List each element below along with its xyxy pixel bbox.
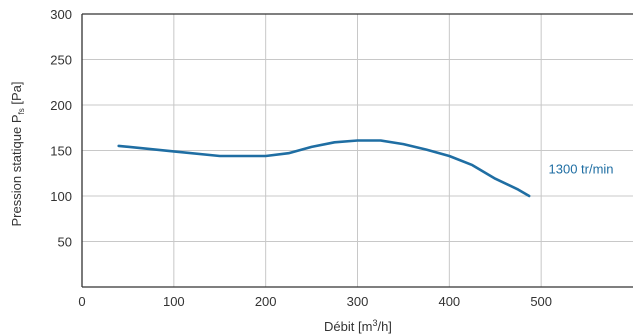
- axes: [81, 13, 633, 288]
- grid: [82, 14, 633, 287]
- x-tick-label-400: 400: [438, 294, 460, 309]
- y-tick-labels: 50 100 150 200 250 300: [50, 7, 72, 250]
- y-axis-label: Pression statique Pfs [Pa]: [9, 82, 26, 227]
- x-tick-label-200: 200: [255, 294, 277, 309]
- x-axis-label-main: Débit [m: [324, 319, 372, 334]
- y-tick-label-50: 50: [58, 235, 72, 250]
- x-axis-label-sup: 3: [372, 318, 377, 328]
- x-tick-label-300: 300: [347, 294, 369, 309]
- series-lines: [117, 139, 531, 198]
- x-tick-labels: 0 100 200 300 400 500: [78, 294, 552, 309]
- x-tick-label-500: 500: [530, 294, 552, 309]
- y-tick-label-200: 200: [50, 98, 72, 113]
- y-tick-label-250: 250: [50, 53, 72, 68]
- x-axis-label-tail: /h]: [377, 319, 391, 334]
- annotation-speed-0: 1300 tr/min: [549, 162, 614, 177]
- y-axis-label-tail: [Pa]: [9, 82, 24, 109]
- x-tick-label-100: 100: [163, 294, 185, 309]
- x-tick-label-0: 0: [78, 294, 85, 309]
- x-axis-label: Débit [m3/h]: [324, 318, 392, 334]
- y-tick-label-300: 300: [50, 7, 72, 22]
- y-tick-label-150: 150: [50, 144, 72, 159]
- y-tick-label-100: 100: [50, 189, 72, 204]
- series-line-0: [117, 139, 531, 198]
- y-axis-label-sub: fs: [17, 108, 26, 114]
- annotations: 1300 tr/min: [549, 162, 614, 177]
- y-axis-label-main: Pression statique P: [9, 114, 24, 226]
